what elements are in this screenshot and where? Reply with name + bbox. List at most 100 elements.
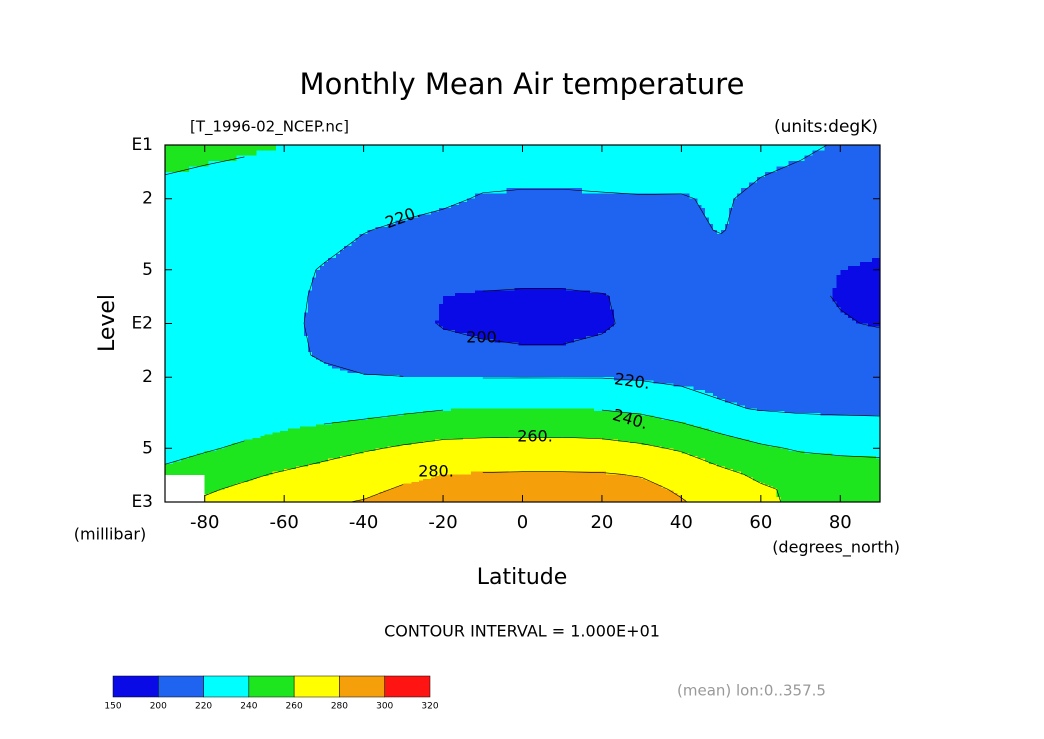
contour-cell bbox=[482, 288, 516, 292]
contour-cell bbox=[800, 483, 841, 486]
contour-cell bbox=[244, 439, 285, 442]
contour-cell bbox=[681, 171, 722, 178]
contour-cell bbox=[244, 377, 285, 381]
contour-cell bbox=[832, 288, 841, 292]
contour-line bbox=[734, 177, 762, 199]
contour-cell bbox=[165, 201, 206, 206]
contour-cell bbox=[443, 249, 484, 255]
contour-cell bbox=[601, 265, 643, 271]
contour-cell bbox=[562, 424, 603, 428]
contour-cell bbox=[601, 478, 643, 481]
contour-cell bbox=[601, 434, 643, 437]
contour-cell bbox=[363, 396, 404, 400]
contour-cell bbox=[705, 389, 722, 394]
contour-cell bbox=[204, 392, 246, 397]
contour-cell bbox=[284, 249, 325, 255]
contour-cell bbox=[323, 389, 365, 394]
contour-cell bbox=[284, 182, 325, 189]
contour-cell bbox=[721, 491, 762, 494]
contour-cell bbox=[800, 480, 841, 483]
contour-cell bbox=[681, 198, 698, 203]
contour-cell bbox=[840, 285, 881, 289]
contour-cell bbox=[244, 309, 285, 314]
contour-cell bbox=[800, 166, 841, 173]
contour-cell bbox=[435, 439, 444, 442]
contour-cell bbox=[601, 413, 643, 416]
contour-cell bbox=[284, 396, 325, 400]
contour-cell bbox=[248, 480, 285, 483]
colorbar-label: 240 bbox=[240, 702, 257, 712]
contour-cell bbox=[800, 282, 837, 287]
contour-cell bbox=[165, 323, 206, 328]
contour-cell bbox=[681, 261, 722, 267]
contour-cell bbox=[788, 448, 802, 452]
contour-cell bbox=[601, 285, 643, 289]
contour-cell bbox=[443, 461, 484, 465]
contour-cell bbox=[562, 171, 603, 178]
contour-cell bbox=[840, 478, 881, 481]
contour-cell bbox=[323, 277, 365, 281]
contour-cell bbox=[522, 161, 563, 168]
contour-cell bbox=[482, 498, 524, 501]
contour-cell bbox=[522, 198, 563, 203]
contour-cell bbox=[836, 277, 841, 281]
contour-cell bbox=[721, 377, 762, 381]
contour-cell bbox=[721, 466, 726, 470]
contour-cell bbox=[562, 386, 603, 391]
contour-cell bbox=[788, 161, 802, 168]
contour-cell bbox=[641, 453, 682, 457]
contour-cell bbox=[721, 432, 762, 436]
x-tick-label: 80 bbox=[829, 512, 852, 533]
contour-cell bbox=[804, 450, 841, 455]
contour-cell bbox=[204, 193, 246, 200]
contour-cell bbox=[721, 306, 762, 311]
contour-cell bbox=[411, 443, 444, 446]
contour-cell bbox=[721, 380, 762, 385]
contour-cell bbox=[165, 277, 206, 281]
colorbar-box bbox=[203, 675, 250, 698]
contour-cell bbox=[165, 309, 206, 314]
contour-cell bbox=[601, 145, 643, 151]
contour-cell bbox=[443, 478, 484, 481]
contour-cell bbox=[840, 389, 881, 394]
contour-cell bbox=[443, 187, 484, 194]
contour-cell bbox=[601, 339, 643, 343]
contour-cell bbox=[681, 448, 722, 452]
contour-cell bbox=[204, 253, 246, 259]
contour-cell bbox=[323, 208, 365, 212]
contour-cell bbox=[244, 430, 281, 434]
contour-cell bbox=[681, 417, 722, 421]
contour-cell bbox=[343, 246, 365, 251]
contour-cell bbox=[284, 483, 325, 486]
contour-cell bbox=[601, 496, 643, 499]
contour-cell bbox=[800, 489, 841, 492]
colorbar-box bbox=[158, 675, 204, 698]
contour-cell bbox=[840, 234, 881, 239]
contour-cell bbox=[590, 290, 603, 294]
contour-cell bbox=[681, 366, 722, 369]
contour-cell bbox=[562, 201, 603, 206]
contour-cell bbox=[800, 293, 833, 297]
contour-cell bbox=[760, 171, 766, 178]
contour-cell bbox=[713, 223, 722, 228]
contour-cell bbox=[601, 399, 643, 403]
contour-cell bbox=[443, 386, 484, 391]
contour-cell bbox=[522, 389, 563, 394]
contour-cell bbox=[760, 342, 802, 347]
contour-cell bbox=[752, 477, 762, 480]
contour-cell bbox=[800, 329, 841, 334]
contour-cell bbox=[522, 402, 563, 407]
contour-cell bbox=[482, 315, 524, 319]
contour-cell bbox=[800, 383, 841, 388]
contour-cell bbox=[284, 383, 325, 388]
contour-cell bbox=[308, 298, 325, 302]
contour-cell bbox=[204, 410, 246, 414]
contour-cell bbox=[681, 493, 722, 496]
contour-cell bbox=[752, 478, 762, 481]
contour-cell bbox=[284, 372, 325, 376]
contour-cell bbox=[284, 444, 325, 448]
contour-cell bbox=[522, 417, 563, 421]
contour-cell bbox=[641, 277, 682, 281]
contour-cell bbox=[677, 493, 682, 496]
contour-cell bbox=[601, 498, 643, 501]
